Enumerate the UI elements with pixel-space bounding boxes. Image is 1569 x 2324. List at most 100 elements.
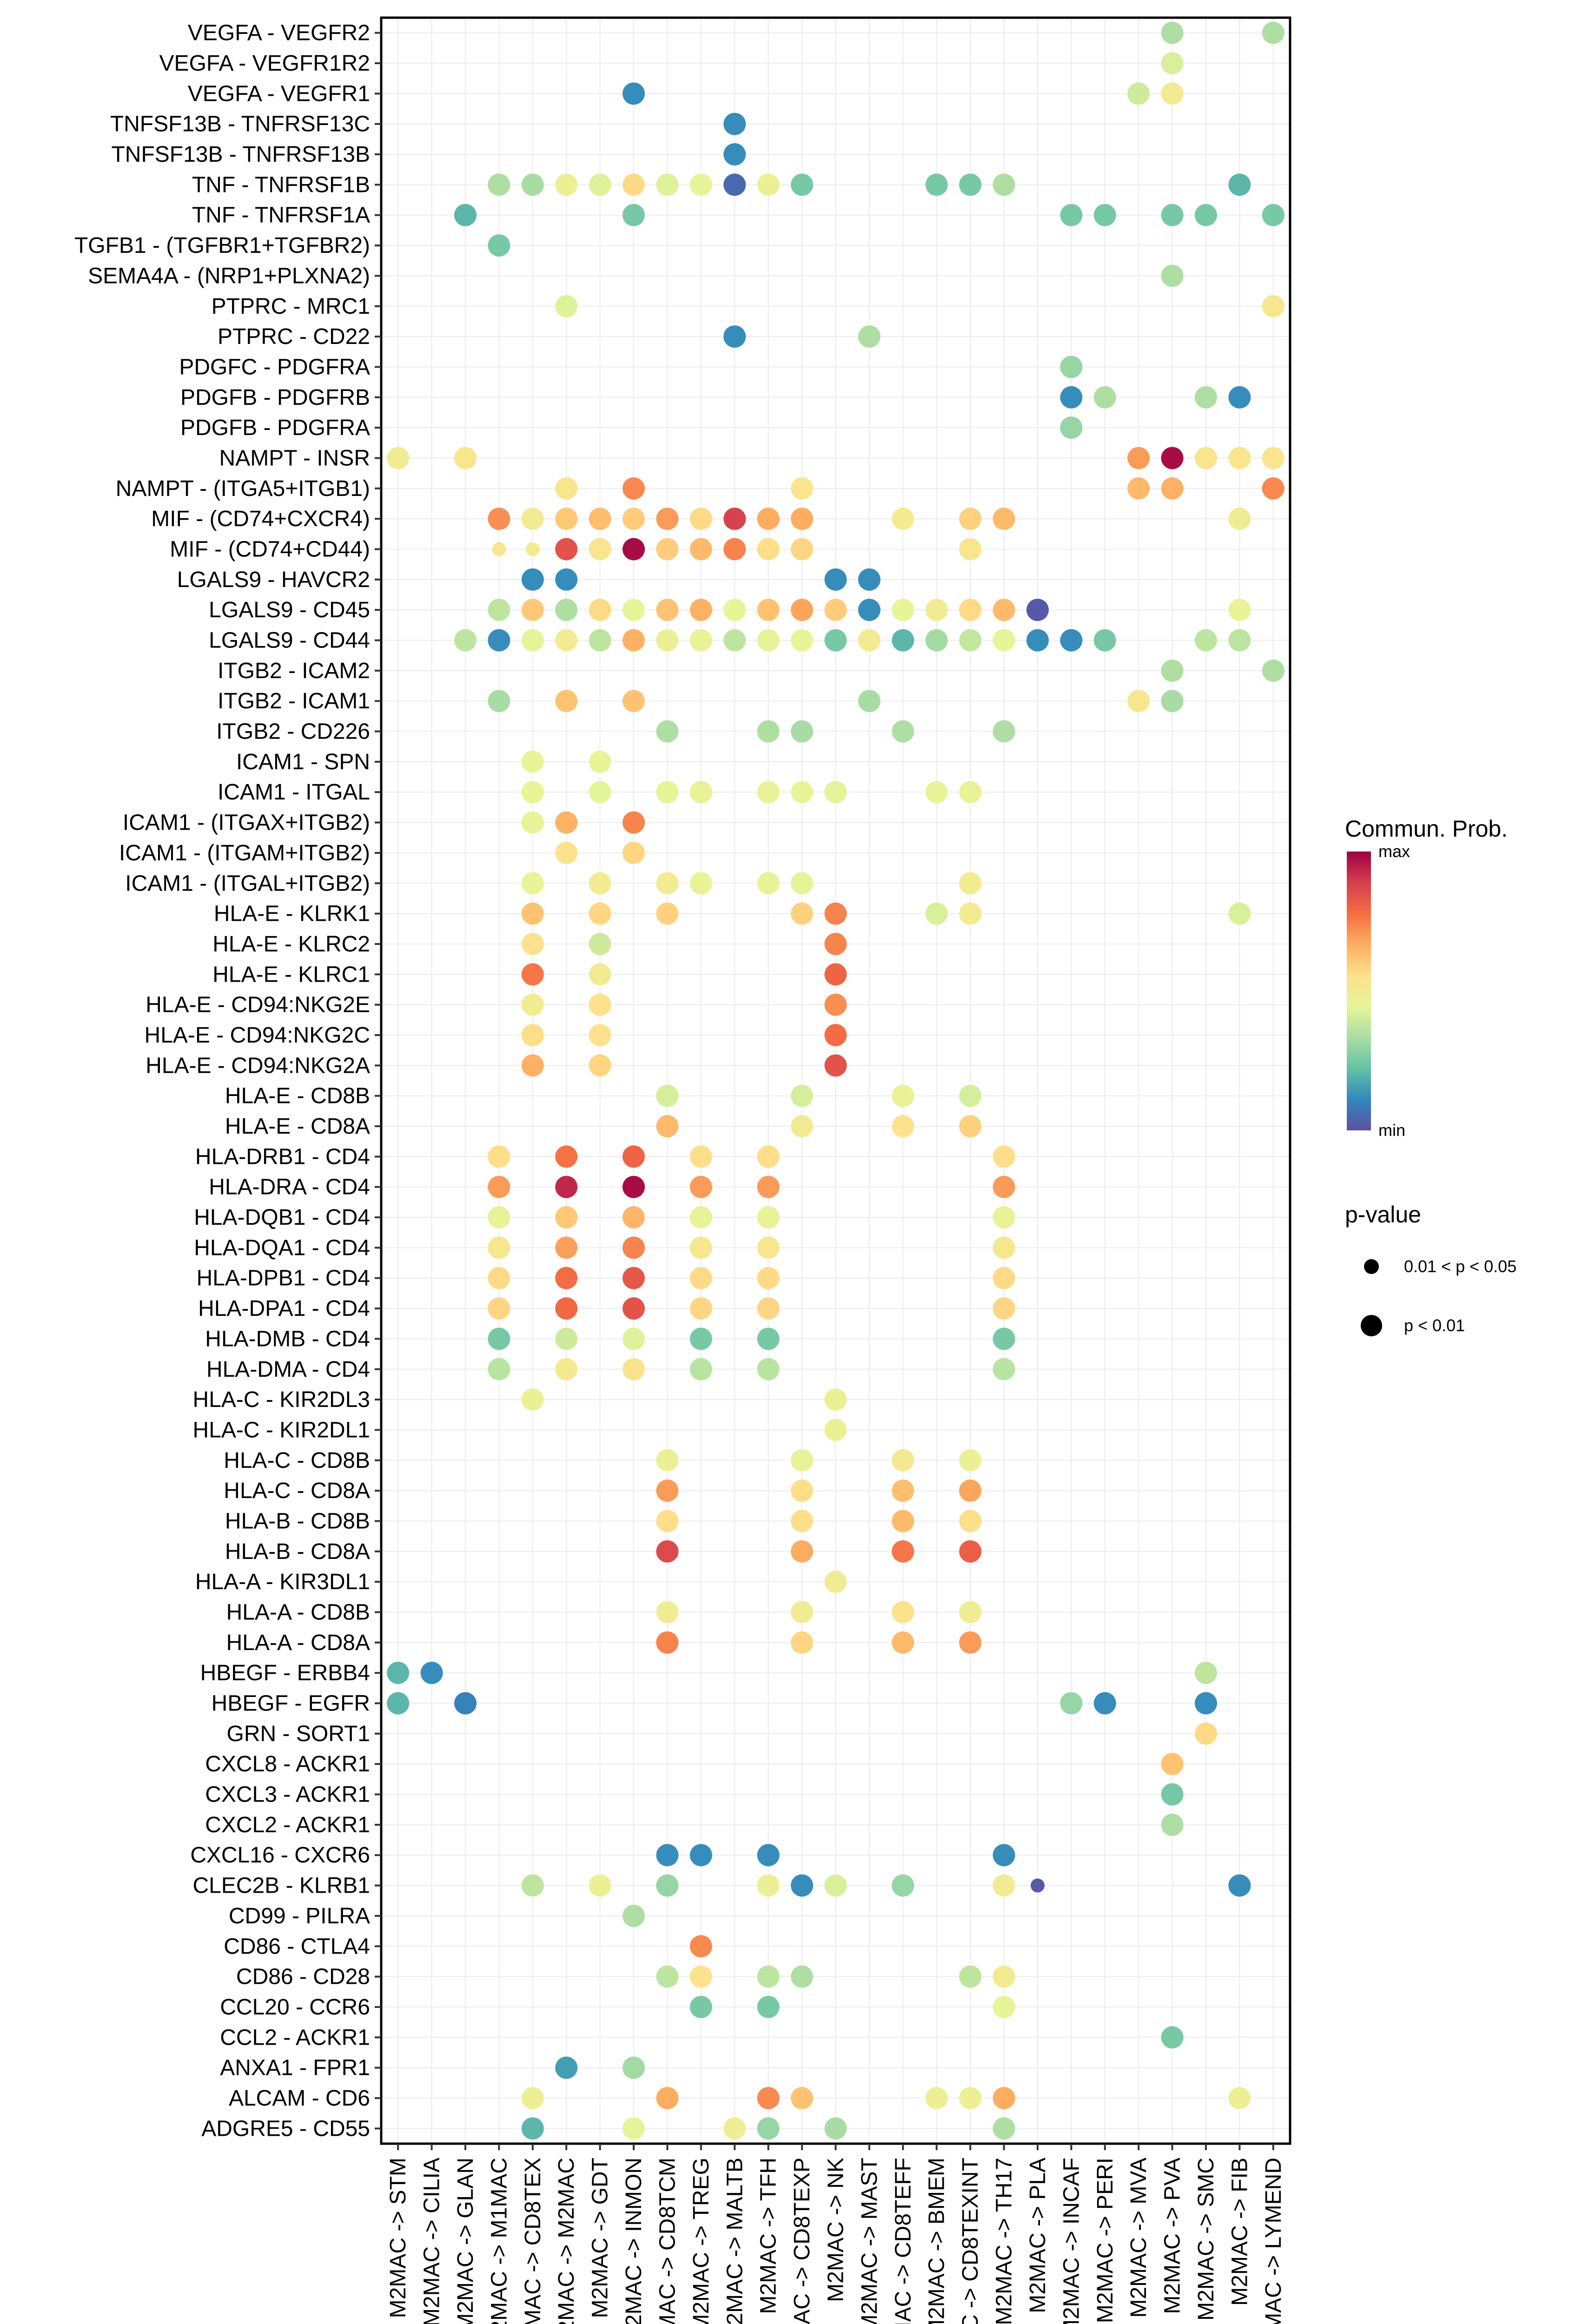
x-tick-label: M2MAC -> M2MAC bbox=[554, 2158, 579, 2324]
data-point bbox=[892, 720, 914, 743]
data-point bbox=[791, 1115, 814, 1138]
data-point bbox=[824, 1023, 847, 1046]
data-point bbox=[757, 2086, 780, 2109]
data-point bbox=[488, 1145, 510, 1168]
data-point bbox=[757, 1236, 780, 1259]
data-point bbox=[723, 538, 746, 561]
data-point bbox=[622, 1267, 645, 1289]
data-point bbox=[689, 1236, 712, 1259]
data-point bbox=[757, 1267, 780, 1289]
data-point bbox=[622, 1358, 645, 1380]
data-point bbox=[993, 1874, 1015, 1897]
data-point bbox=[993, 2086, 1015, 2109]
data-point bbox=[757, 1145, 780, 1168]
y-tick-label: ITGB2 - ICAM2 bbox=[218, 659, 370, 683]
y-tick-label: VEGFA - VEGFR2 bbox=[188, 21, 370, 46]
data-point bbox=[488, 173, 510, 196]
data-point bbox=[656, 1844, 679, 1867]
data-point bbox=[791, 902, 814, 925]
data-point bbox=[1030, 1878, 1045, 1893]
data-point bbox=[622, 1175, 645, 1198]
pvalue-legend: p-value 0.01 < p < 0.05 p < 0.01 bbox=[1345, 1202, 1516, 1336]
x-tick-label: M2MAC -> CD8TEXP bbox=[790, 2158, 814, 2324]
data-point bbox=[689, 1358, 712, 1380]
data-point bbox=[824, 1388, 847, 1411]
data-point bbox=[1127, 477, 1150, 500]
y-tick-label: ADGRE5 - CD55 bbox=[201, 2116, 370, 2141]
y-tick-label: HLA-C - KIR2DL3 bbox=[193, 1387, 370, 1412]
y-tick-label: HLA-DRA - CD4 bbox=[209, 1175, 370, 1200]
data-point bbox=[622, 1236, 645, 1259]
data-point bbox=[959, 1631, 982, 1654]
data-point bbox=[757, 781, 780, 804]
data-point bbox=[555, 1175, 578, 1198]
data-point bbox=[622, 1904, 645, 1927]
data-point bbox=[723, 325, 746, 348]
data-point bbox=[622, 1327, 645, 1350]
color-legend-max-label: max bbox=[1378, 842, 1410, 861]
data-point bbox=[959, 2086, 982, 2109]
data-point bbox=[1228, 447, 1251, 469]
data-point bbox=[791, 1510, 814, 1532]
data-point bbox=[689, 599, 712, 621]
y-axis: VEGFA - VEGFR2 VEGFA - VEGFR1R2 VEGFA - VE… bbox=[74, 21, 381, 2141]
y-tick-label: PDGFB - PDGFRA bbox=[180, 416, 370, 440]
data-point bbox=[555, 841, 578, 864]
data-point bbox=[993, 2117, 1015, 2140]
data-point bbox=[1228, 599, 1251, 621]
data-point bbox=[858, 568, 880, 591]
x-tick-label: M2MAC -> PLA bbox=[1026, 2158, 1050, 2313]
data-point bbox=[555, 568, 578, 591]
data-point bbox=[757, 1358, 780, 1380]
data-point bbox=[925, 902, 948, 925]
pvalue-legend-label-large: p < 0.01 bbox=[1404, 1316, 1465, 1335]
data-point bbox=[892, 1540, 914, 1563]
y-tick-label: ITGB2 - CD226 bbox=[216, 720, 370, 744]
data-point bbox=[622, 82, 645, 105]
data-point bbox=[1228, 386, 1251, 409]
data-point bbox=[757, 1175, 780, 1198]
y-tick-label: SEMA4A - (NRP1+PLXNA2) bbox=[88, 264, 370, 288]
x-tick-label: M2MAC -> CILIA bbox=[420, 2158, 444, 2324]
data-point bbox=[622, 841, 645, 864]
data-point bbox=[622, 2117, 645, 2140]
data-point bbox=[791, 508, 814, 530]
data-point bbox=[622, 173, 645, 196]
pvalue-legend-large-dot bbox=[1361, 1315, 1382, 1336]
data-point bbox=[521, 811, 544, 834]
x-tick-label: M2MAC -> GLAN bbox=[453, 2158, 478, 2324]
data-point bbox=[757, 1297, 780, 1320]
data-point bbox=[723, 629, 746, 652]
data-point bbox=[993, 1267, 1015, 1289]
y-tick-label: VEGFA - VEGFR1R2 bbox=[159, 51, 370, 76]
data-point bbox=[959, 1965, 982, 1988]
data-point bbox=[757, 1874, 780, 1897]
data-point bbox=[791, 872, 814, 895]
y-tick-label: MIF - (CD74+CXCR4) bbox=[151, 507, 370, 531]
data-point bbox=[757, 1844, 780, 1867]
data-point bbox=[622, 508, 645, 530]
data-point bbox=[993, 1236, 1015, 1259]
data-point bbox=[723, 599, 746, 621]
data-point bbox=[892, 1631, 914, 1654]
data-point bbox=[993, 173, 1015, 196]
y-tick-label: LGALS9 - HAVCR2 bbox=[177, 568, 370, 592]
data-point bbox=[555, 1236, 578, 1259]
data-point bbox=[656, 629, 679, 652]
data-point bbox=[892, 1479, 914, 1502]
data-point bbox=[1093, 386, 1116, 409]
data-point bbox=[1060, 204, 1083, 226]
y-tick-label: VEGFA - VEGFR1 bbox=[188, 81, 370, 106]
data-point bbox=[454, 629, 477, 652]
data-point bbox=[454, 1692, 477, 1715]
data-point bbox=[656, 1601, 679, 1624]
data-point bbox=[757, 720, 780, 743]
data-point bbox=[387, 1662, 410, 1684]
data-point bbox=[521, 781, 544, 804]
y-tick-label: PDGFC - PDGFRA bbox=[179, 355, 370, 379]
data-point bbox=[488, 1297, 510, 1320]
data-point bbox=[959, 902, 982, 925]
y-tick-label: ANXA1 - FPR1 bbox=[220, 2056, 370, 2080]
data-point bbox=[555, 690, 578, 713]
y-tick-label: NAMPT - (ITGA5+ITGB1) bbox=[116, 476, 370, 501]
